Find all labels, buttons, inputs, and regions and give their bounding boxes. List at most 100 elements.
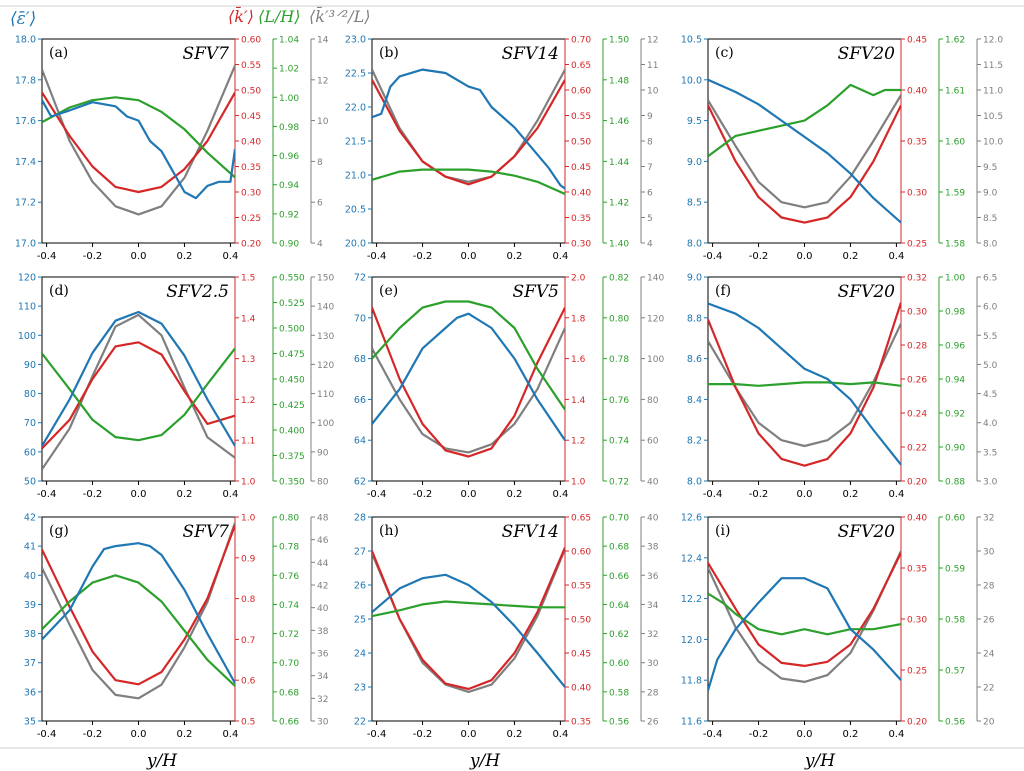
- plot-frame: [41, 516, 236, 722]
- series-line-eps: [708, 577, 901, 691]
- k32-tick-label: 48: [317, 514, 329, 524]
- k32-tick-label: 9: [647, 112, 653, 122]
- lh-tick-label: 0.80: [609, 314, 629, 324]
- k32-tick-label: 34: [647, 601, 659, 611]
- eps-tick-label: 62: [354, 477, 366, 488]
- k-tick-label: 0.35: [907, 565, 927, 575]
- k-tick-label: 0.8: [241, 595, 256, 605]
- eps-tick-label: 20.0: [345, 239, 366, 250]
- lh-tick-label: 0.72: [609, 478, 629, 488]
- k32-tick-label: 6.0: [983, 303, 998, 313]
- k32-tick-label: 11.5: [983, 61, 1003, 71]
- k-tick-label: 1.6: [571, 355, 586, 365]
- k-tick-label: 1.0: [241, 478, 256, 488]
- k32-tick-label: 9.0: [983, 189, 998, 199]
- k-tick-label: 1.2: [571, 437, 585, 447]
- k32-tick-label: 32: [647, 630, 658, 640]
- series-line-k32: [42, 313, 235, 470]
- series-line-eps: [372, 312, 565, 441]
- k32-tick-label: 150: [317, 274, 334, 284]
- series-line-eps: [708, 302, 901, 466]
- eps-tick-label: 60: [24, 447, 36, 458]
- xlabel-col3: y/H: [804, 751, 836, 771]
- k-tick-label: 0.22: [907, 444, 927, 454]
- x-tick-label: 0.2: [842, 251, 858, 262]
- panel-label: (g): [49, 523, 69, 539]
- k32-tick-label: 3.5: [983, 448, 997, 458]
- lh-tick-label: 0.60: [945, 514, 965, 524]
- k-tick-label: 0.20: [907, 478, 927, 488]
- eps-tick-label: 120: [18, 273, 36, 284]
- x-tick-label: -0.2: [83, 729, 103, 740]
- panel-label: (h): [379, 523, 399, 539]
- x-tick-label: 0.4: [888, 251, 904, 262]
- eps-tick-label: 36: [24, 687, 36, 698]
- eps-tick-label: 17.8: [15, 75, 36, 86]
- legend-k32: ⟨k̄′³ᐟ²/L⟩: [309, 5, 370, 26]
- plot-frame: [707, 516, 902, 722]
- k-tick-label: 1.4: [241, 314, 256, 324]
- eps-tick-label: 17.6: [15, 116, 36, 127]
- panel-title: SFV20: [838, 44, 896, 64]
- lh-tick-label: 1.61: [945, 87, 965, 97]
- lh-tick-label: 1.02: [279, 65, 299, 75]
- k-tick-label: 0.32: [907, 274, 927, 284]
- eps-tick-label: 22.5: [345, 69, 366, 80]
- k32-tick-label: 4: [647, 240, 653, 250]
- k32-tick-label: 36: [317, 650, 329, 660]
- lh-tick-label: 1.59: [945, 189, 965, 199]
- x-tick-label: -0.4: [703, 489, 723, 500]
- panel-title: SFV14: [502, 44, 559, 64]
- x-tick-label: 0.0: [461, 729, 477, 740]
- series-line-k: [708, 104, 901, 224]
- lh-tick-label: 0.56: [609, 718, 629, 728]
- eps-tick-label: 110: [18, 302, 36, 313]
- xlabel-col1: y/H: [146, 751, 178, 771]
- lh-tick-label: 0.59: [945, 565, 965, 575]
- x-tick-label: -0.2: [83, 489, 103, 500]
- series-line-lh: [372, 168, 565, 196]
- lh-tick-label: 0.375: [279, 452, 305, 462]
- panel-label: (c): [715, 45, 734, 61]
- series-line-lh: [708, 381, 901, 387]
- lh-tick-label: 1.50: [609, 36, 629, 46]
- x-tick-label: -0.2: [413, 729, 433, 740]
- lh-tick-label: 0.525: [279, 299, 305, 309]
- lh-tick-label: 0.68: [279, 688, 299, 698]
- k32-tick-label: 42: [317, 582, 328, 592]
- eps-tick-label: 10.5: [681, 35, 702, 46]
- x-tick-label: -0.2: [83, 251, 103, 262]
- k-tick-label: 0.30: [907, 308, 927, 318]
- lh-tick-label: 1.44: [609, 158, 629, 168]
- lh-tick-label: 0.66: [609, 572, 629, 582]
- lh-tick-label: 0.82: [609, 274, 629, 284]
- plot-frame: [41, 276, 236, 482]
- eps-tick-label: 11.6: [681, 717, 702, 728]
- legend-lh: ⟨L/H⟩: [258, 7, 300, 26]
- k-tick-label: 0.7: [241, 636, 255, 646]
- lh-tick-label: 1.48: [609, 76, 629, 86]
- k32-tick-label: 32: [983, 514, 994, 524]
- k-tick-label: 0.40: [907, 514, 927, 524]
- k32-tick-label: 36: [647, 572, 659, 582]
- k32-tick-label: 120: [647, 314, 664, 324]
- lh-tick-label: 0.96: [279, 152, 299, 162]
- panel-label: (a): [49, 45, 68, 61]
- lh-tick-label: 0.98: [279, 123, 299, 133]
- k-tick-label: 1.4: [571, 396, 586, 406]
- panel-h: -0.4 -0.2 0.0 0.2 0.4 22 23 24 25 26 27 28 0.35 0.40 0…: [354, 513, 659, 741]
- x-tick-label: -0.4: [703, 251, 723, 262]
- eps-tick-label: 8.4: [687, 395, 702, 406]
- k32-tick-label: 4.5: [983, 390, 997, 400]
- x-tick-label: -0.4: [37, 251, 57, 262]
- lh-tick-label: 0.62: [609, 630, 629, 640]
- k-tick-label: 0.6: [241, 677, 256, 687]
- eps-tick-label: 28: [354, 513, 366, 524]
- panel-a: -0.4 -0.2 0.0 0.2 0.4 17.0 17.2 17.4 17.6 17.8 18.…: [15, 35, 329, 263]
- x-tick-label: 0.2: [176, 489, 192, 500]
- eps-tick-label: 12.2: [681, 594, 702, 605]
- k32-tick-label: 10.5: [983, 112, 1003, 122]
- x-tick-label: 0.0: [131, 251, 147, 262]
- eps-tick-label: 9.5: [687, 116, 702, 127]
- eps-tick-label: 80: [24, 389, 36, 400]
